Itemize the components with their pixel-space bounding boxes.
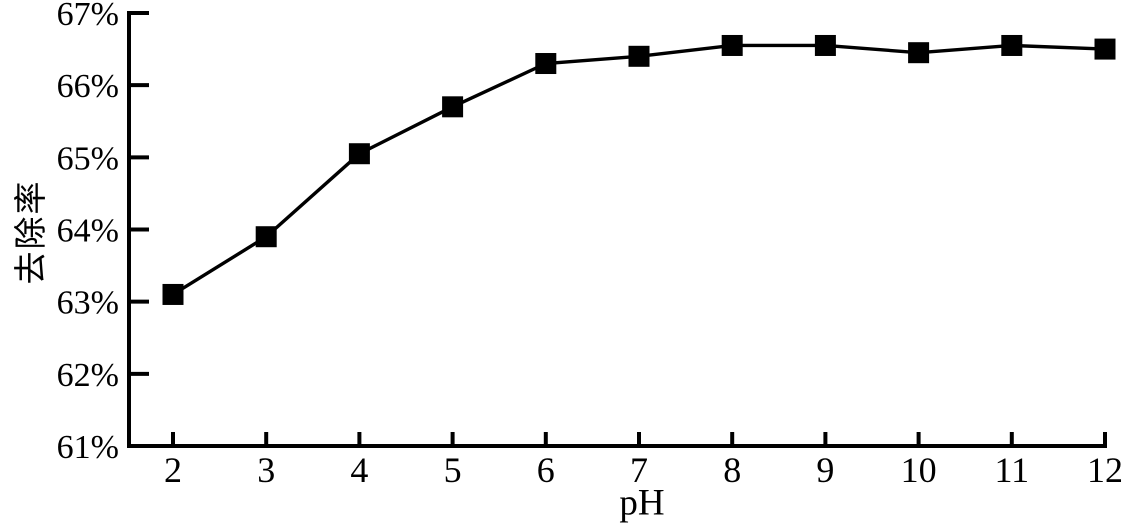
data-point-marker: [628, 45, 650, 67]
data-point-marker: [442, 96, 464, 118]
data-point-marker: [814, 34, 836, 56]
y-tick-label: 65%: [57, 140, 119, 177]
data-point-marker: [348, 143, 370, 165]
y-tick-label: 61%: [57, 429, 119, 466]
data-point-marker: [1001, 34, 1023, 56]
data-point-marker: [1094, 38, 1116, 60]
x-tick-label: 7: [630, 450, 648, 490]
x-tick-label: 2: [164, 450, 182, 490]
x-axis-title: pH: [619, 482, 665, 524]
x-tick-label: 8: [723, 450, 741, 490]
y-axis-title: 去除率: [14, 179, 50, 285]
x-tick-label: 5: [444, 450, 462, 490]
x-tick-label: 12: [1087, 450, 1123, 490]
y-tick-label: 63%: [57, 285, 119, 322]
data-point-marker: [162, 283, 184, 305]
data-point-marker: [721, 34, 743, 56]
series-line: [172, 43, 1106, 296]
x-tick-label: 11: [994, 450, 1029, 490]
data-point-marker: [908, 42, 930, 64]
y-tick-label: 62%: [57, 357, 119, 394]
x-tick-label: 10: [901, 450, 937, 490]
x-tick-label: 6: [537, 450, 555, 490]
y-tick-label: 67%: [57, 0, 119, 33]
y-tick-label: 66%: [57, 68, 119, 105]
x-tick-label: 9: [816, 450, 834, 490]
data-point-marker: [535, 53, 557, 75]
y-tick-label: 64%: [57, 213, 119, 250]
x-tick-label: 3: [257, 450, 275, 490]
x-tick-label: 4: [350, 450, 368, 490]
data-point-marker: [255, 226, 277, 248]
